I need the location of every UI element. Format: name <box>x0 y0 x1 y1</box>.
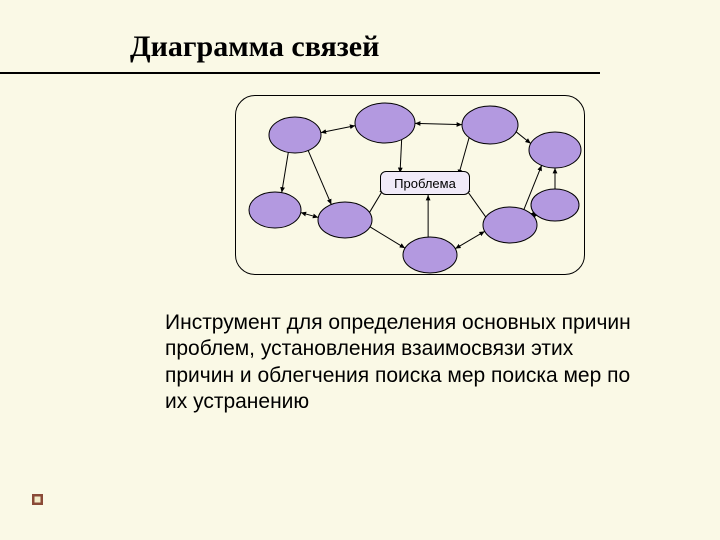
node-n2 <box>355 103 415 143</box>
edge-n5-n6 <box>301 213 319 218</box>
edge-n2-center <box>400 140 402 173</box>
slide: Диаграмма связей Проблема Инструмент для… <box>0 0 720 540</box>
relationship-diagram: Проблема <box>235 95 585 275</box>
edge-n2-n3 <box>415 123 462 124</box>
node-n9 <box>531 189 579 221</box>
edge-n3-n4 <box>516 132 531 144</box>
edge-n1-n5 <box>282 152 289 192</box>
edge-n1-n2 <box>321 126 355 133</box>
center-label: Проблема <box>394 176 456 191</box>
node-n1 <box>269 117 321 153</box>
edge-n7-n8 <box>455 231 484 248</box>
edge-n1-n6 <box>308 151 331 205</box>
node-n5 <box>249 192 301 228</box>
node-n4 <box>529 132 581 168</box>
title-text: Диаграмма связей <box>130 30 379 63</box>
page-title: Диаграмма связей <box>130 30 379 64</box>
node-n6 <box>318 202 372 238</box>
body-content: Инструмент для определения основных прич… <box>165 311 631 413</box>
edge-n6-n7 <box>370 227 405 248</box>
node-n8 <box>483 207 537 243</box>
title-underline <box>0 72 600 74</box>
node-n3 <box>462 106 518 144</box>
node-n7 <box>403 237 457 273</box>
center-problem-box: Проблема <box>380 171 470 195</box>
edge-n3-center <box>459 138 470 175</box>
bullet-icon <box>32 492 43 503</box>
description-text: Инструмент для определения основных прич… <box>165 310 645 415</box>
